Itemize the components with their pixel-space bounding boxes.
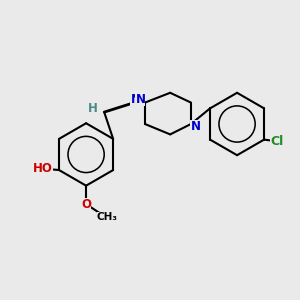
Text: H: H <box>88 102 98 115</box>
Text: N: N <box>130 93 140 106</box>
Text: HO: HO <box>33 162 53 175</box>
Text: Cl: Cl <box>270 135 283 148</box>
Text: N: N <box>190 121 200 134</box>
Text: N: N <box>136 93 146 106</box>
Text: CH₃: CH₃ <box>97 212 118 222</box>
Text: O: O <box>81 198 91 211</box>
